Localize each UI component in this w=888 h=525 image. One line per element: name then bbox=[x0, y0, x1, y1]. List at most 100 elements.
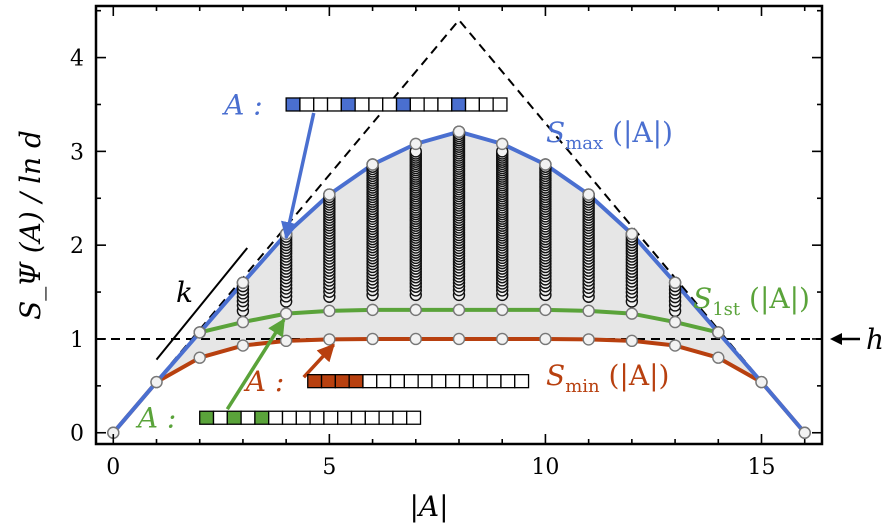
subset-cell bbox=[478, 97, 494, 112]
subset-cell bbox=[472, 374, 488, 389]
max-curve-point bbox=[712, 326, 725, 339]
axes: 0 5 10 15 0 1 2 3 4 bbox=[70, 4, 824, 480]
min-curve-label: Smin (|A|) bbox=[546, 359, 669, 397]
first-curve-point bbox=[409, 303, 422, 317]
slope-k-label: k bbox=[176, 276, 193, 309]
x-axis-label: |A| bbox=[409, 490, 448, 523]
subset-cell bbox=[445, 374, 461, 389]
x-tick-label: 5 bbox=[322, 455, 336, 480]
h-label: h bbox=[866, 323, 884, 356]
subset-cell bbox=[199, 410, 215, 425]
subset-cell bbox=[320, 374, 336, 389]
first-curve-point bbox=[539, 303, 552, 317]
subset-cell bbox=[464, 97, 480, 112]
subset-cell bbox=[307, 374, 323, 389]
subset-cell bbox=[382, 97, 398, 112]
min-curve-point bbox=[323, 333, 336, 346]
first-curve-point bbox=[366, 303, 379, 317]
max-curve-point bbox=[452, 125, 466, 138]
subset-cell bbox=[364, 410, 380, 425]
first-curve-point bbox=[625, 307, 639, 320]
y-tick-label: 1 bbox=[70, 328, 84, 353]
curve-points bbox=[107, 125, 811, 439]
max-curve-point bbox=[582, 188, 595, 201]
subset-arrow-first bbox=[225, 318, 286, 411]
slope-k-line bbox=[155, 247, 249, 361]
subset-cell bbox=[492, 97, 508, 112]
y-axis-label: S_Ψ (A) / ln d bbox=[14, 130, 47, 320]
subset-label-first: A : bbox=[135, 402, 177, 435]
max-curve-point bbox=[236, 276, 250, 289]
subset-cell bbox=[309, 410, 325, 425]
first-curve-point bbox=[452, 303, 466, 317]
first-curve-point bbox=[323, 304, 336, 318]
subset-cell bbox=[350, 410, 366, 425]
annotations: |A| S_Ψ (A) / ln d Smax (|A|) S1st (|A|) Smi… bbox=[14, 116, 884, 523]
h-arrow-head bbox=[830, 332, 842, 345]
subset-cell bbox=[268, 410, 284, 425]
y-tick-label: 2 bbox=[70, 234, 84, 259]
y-tick-label: 4 bbox=[70, 47, 84, 72]
min-curve-point bbox=[409, 332, 422, 346]
subset-cell bbox=[323, 410, 339, 425]
subset-cell bbox=[240, 410, 256, 425]
x-tick-label: 15 bbox=[748, 455, 776, 480]
subset-cell bbox=[378, 410, 394, 425]
subset-cell bbox=[389, 374, 405, 389]
max-curve-point bbox=[366, 158, 379, 171]
x-tick-label: 10 bbox=[531, 455, 559, 480]
max-curve-label: Smax (|A|) bbox=[546, 116, 673, 154]
subset-label-max: A : bbox=[221, 88, 263, 121]
subset-cell bbox=[417, 374, 433, 389]
subset-cell bbox=[451, 97, 467, 112]
min-curve-point bbox=[712, 351, 725, 364]
subset-cell bbox=[334, 374, 350, 389]
subset-cell bbox=[337, 410, 353, 425]
max-curve-point bbox=[625, 227, 639, 241]
scatter-points bbox=[193, 125, 725, 339]
slope-line bbox=[155, 247, 249, 361]
min-curve-point bbox=[496, 332, 509, 346]
subset-cell bbox=[458, 374, 474, 389]
first-curve-point bbox=[236, 315, 250, 329]
subset-arrow-max bbox=[280, 112, 316, 240]
min-curve-point bbox=[452, 332, 466, 346]
subset-cell bbox=[368, 97, 384, 112]
first-curve-point bbox=[496, 303, 509, 317]
subset-cell bbox=[406, 410, 422, 425]
subset-cell bbox=[486, 374, 502, 389]
subset-label-min: A : bbox=[243, 365, 285, 398]
x-tick-label: 0 bbox=[106, 455, 120, 480]
subset-cell bbox=[376, 374, 392, 389]
subset-cell bbox=[395, 97, 411, 112]
subset-cell bbox=[409, 97, 425, 112]
subset-cell bbox=[362, 374, 378, 389]
subset-cell bbox=[326, 97, 342, 112]
max-curve-point bbox=[323, 188, 336, 201]
subset-cell bbox=[281, 410, 297, 425]
subset-cell bbox=[403, 374, 419, 389]
min-curve-point bbox=[668, 339, 682, 352]
max-curve-point bbox=[496, 137, 509, 151]
min-curve-point bbox=[193, 351, 206, 364]
subset-cell bbox=[340, 97, 356, 112]
subset-cell bbox=[295, 410, 311, 425]
min-curve-point bbox=[236, 339, 250, 352]
max-curve-point bbox=[755, 375, 768, 389]
subset-cell bbox=[313, 97, 329, 112]
subset-cell bbox=[431, 374, 447, 389]
subset-cell bbox=[392, 410, 408, 425]
max-curve-point bbox=[668, 276, 682, 289]
max-curve-point bbox=[409, 137, 422, 151]
subset-cell bbox=[500, 374, 516, 389]
first-curve-label: S1st (|A|) bbox=[693, 282, 810, 320]
subset-cell bbox=[212, 410, 228, 425]
max-curve-point bbox=[798, 426, 811, 439]
subset-cell bbox=[437, 97, 453, 112]
subset-arrow-min bbox=[302, 343, 335, 379]
min-curve-point bbox=[582, 333, 595, 346]
min-curve-point bbox=[279, 334, 293, 348]
first-curve-point bbox=[279, 307, 293, 320]
subset-cell bbox=[423, 97, 439, 112]
